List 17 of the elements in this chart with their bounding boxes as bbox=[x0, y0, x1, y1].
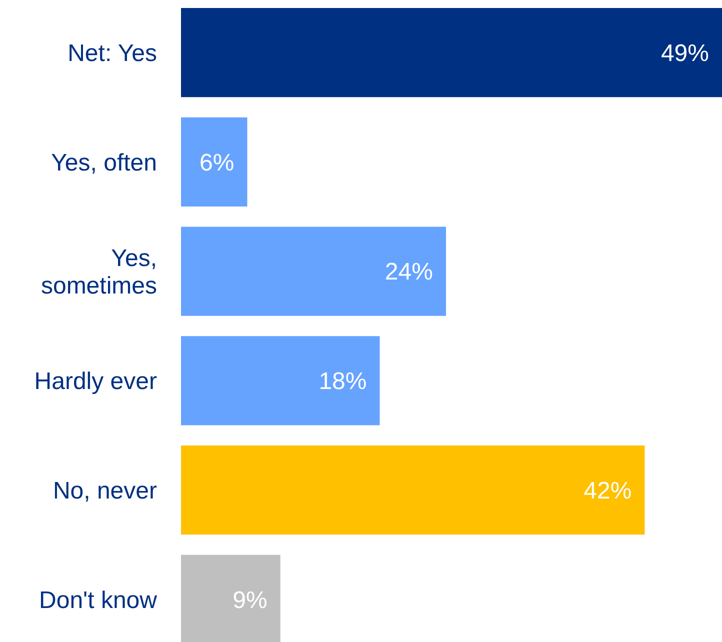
bar bbox=[181, 226, 446, 316]
y-tick-label: Yes, often bbox=[51, 149, 157, 176]
data-label: 6% bbox=[200, 149, 234, 176]
bar bbox=[181, 8, 722, 98]
y-tick-label: No, never bbox=[52, 477, 157, 504]
data-label: 24% bbox=[384, 258, 433, 286]
bar bbox=[181, 117, 248, 207]
data-label: 18% bbox=[318, 368, 367, 396]
y-tick-label: Yes, sometimes bbox=[40, 244, 157, 300]
bar bbox=[181, 445, 645, 535]
y-tick-label: Don't know bbox=[39, 586, 158, 614]
bar bbox=[181, 336, 380, 426]
data-label: 9% bbox=[232, 586, 268, 614]
data-label: 42% bbox=[584, 477, 632, 504]
data-label: 49% bbox=[660, 40, 709, 67]
y-tick-label: Hardly ever bbox=[34, 368, 157, 396]
y-tick-label: Net: Yes bbox=[68, 40, 157, 67]
